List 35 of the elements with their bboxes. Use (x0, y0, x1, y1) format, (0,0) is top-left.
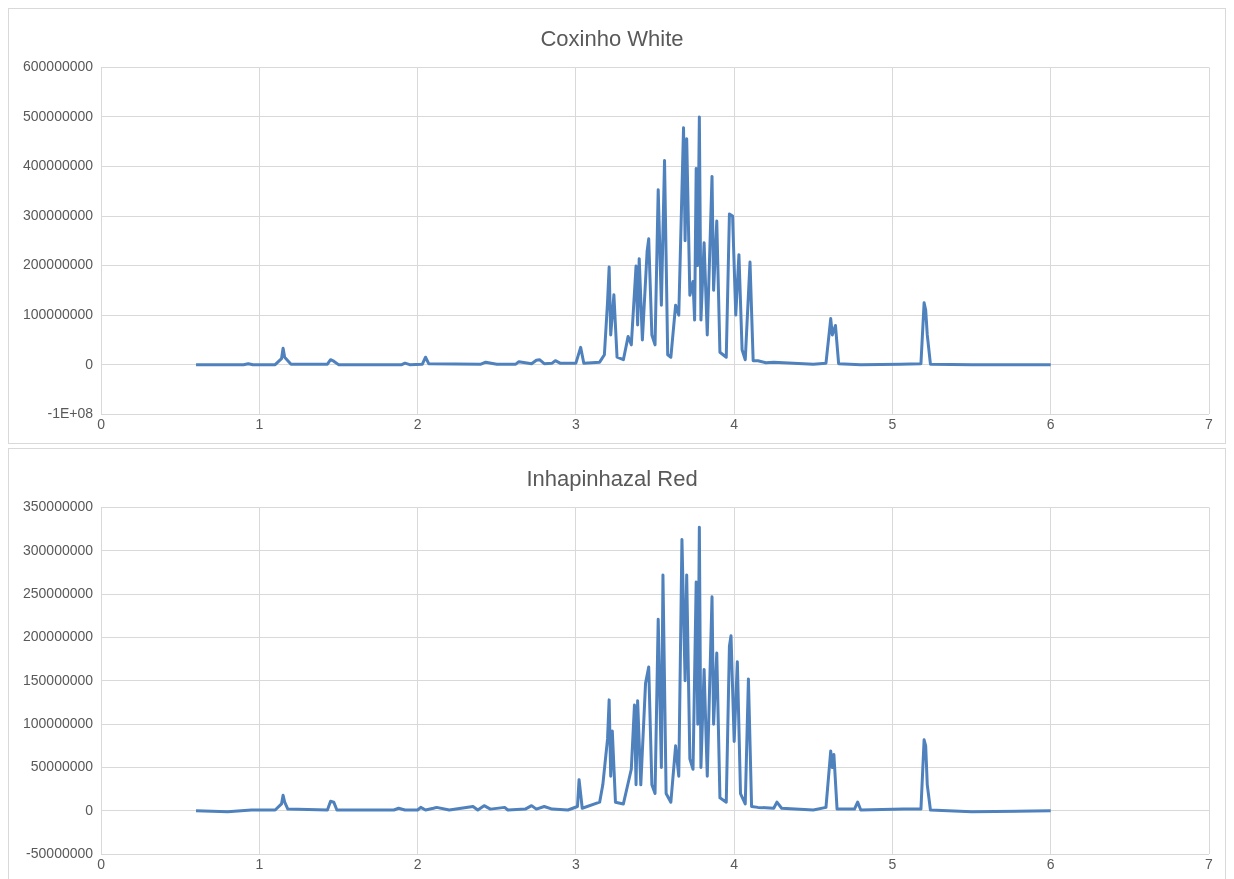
x-tick-label: 5 (888, 856, 897, 873)
x-tick-label: 6 (1046, 856, 1055, 873)
x-tick-label: 0 (97, 856, 106, 873)
x-tick-label: 3 (572, 416, 580, 433)
y-tick-label: 100000000 (23, 305, 94, 322)
chart-title: Inhapinhazal Red (526, 466, 698, 492)
y-tick-label: -50000000 (26, 845, 94, 862)
y-tick-label: 500000000 (23, 107, 94, 124)
x-tick-label: 3 (572, 856, 580, 873)
x-tick-label: 2 (413, 856, 422, 873)
x-tick-label: 6 (1046, 416, 1055, 433)
y-tick-label: 350000000 (23, 498, 94, 515)
y-tick-label: 0 (85, 355, 94, 372)
y-tick-label: 600000000 (23, 58, 94, 75)
x-tick-label: 1 (255, 856, 264, 873)
y-tick-label: 100000000 (23, 715, 94, 732)
y-tick-label: 400000000 (23, 157, 94, 174)
y-tick-label: 200000000 (23, 628, 94, 645)
x-tick-label: 2 (413, 416, 422, 433)
chart-title: Coxinho White (540, 26, 684, 52)
y-tick-label: 200000000 (23, 256, 94, 273)
x-tick-label: 4 (730, 416, 739, 433)
x-tick-label: 7 (1205, 416, 1214, 433)
y-tick-label: 150000000 (23, 671, 94, 688)
y-tick-label: 50000000 (30, 758, 94, 775)
x-tick-label: 1 (255, 416, 264, 433)
y-tick-label: 300000000 (23, 206, 94, 223)
y-tick-label: -1E+08 (47, 405, 94, 422)
y-tick-label: 0 (85, 801, 94, 818)
y-tick-label: 250000000 (23, 584, 94, 601)
x-tick-label: 0 (97, 416, 106, 433)
x-tick-label: 4 (730, 856, 739, 873)
y-tick-label: 300000000 (23, 541, 94, 558)
x-tick-label: 5 (888, 416, 897, 433)
x-tick-label: 7 (1205, 856, 1214, 873)
